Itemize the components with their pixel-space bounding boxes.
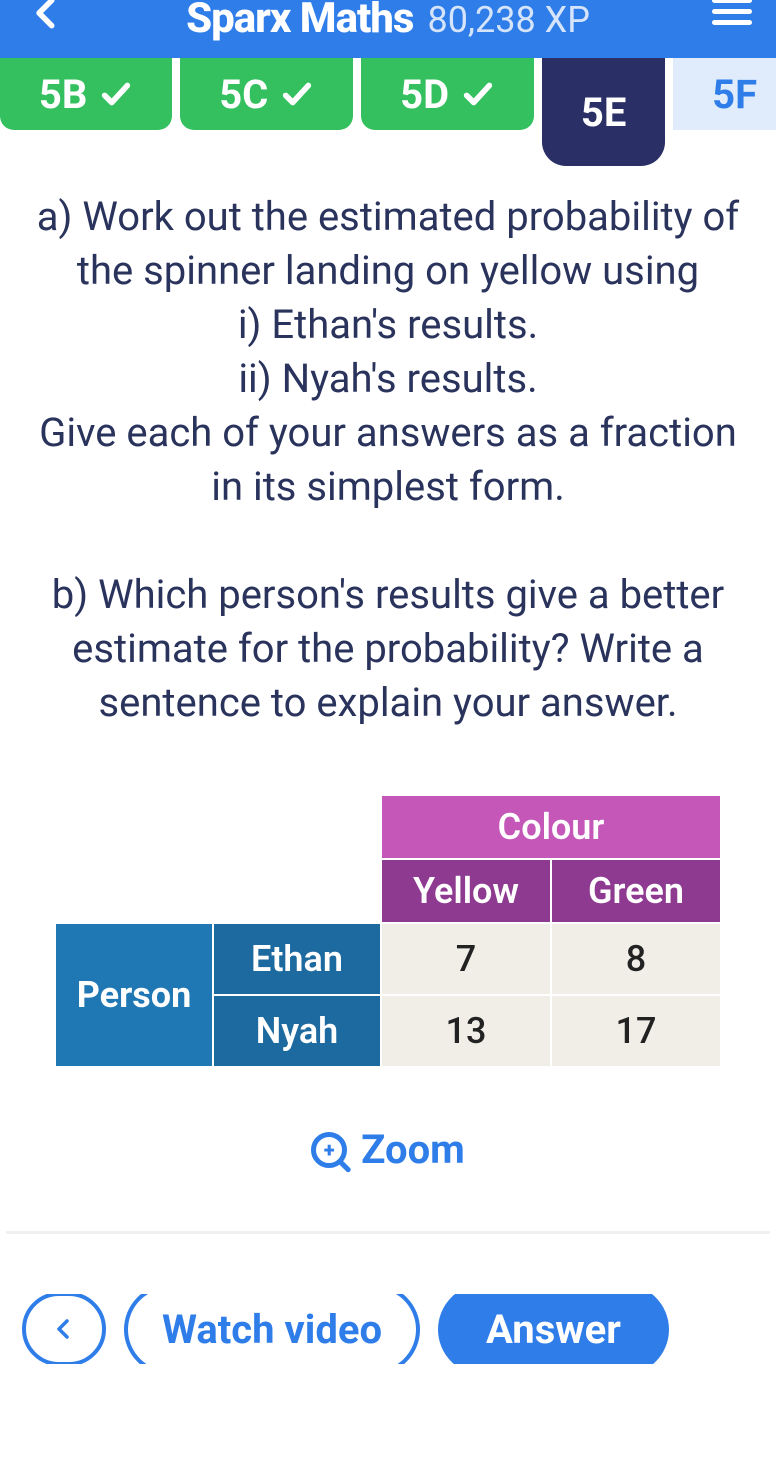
tab-5f[interactable]: 5F: [673, 58, 776, 130]
table-person-header: Person: [55, 923, 213, 1067]
check-icon: [280, 77, 314, 111]
xp-count: 80,238 XP: [427, 0, 589, 41]
tab-5e[interactable]: 5E: [542, 58, 665, 166]
table-col-green: Green: [551, 859, 721, 923]
prev-button[interactable]: [22, 1294, 106, 1364]
tab-5b[interactable]: 5B: [0, 58, 172, 130]
zoom-button[interactable]: + Zoom: [20, 1126, 756, 1173]
footer-actions: Watch video Answer: [0, 1294, 776, 1364]
menu-button[interactable]: [712, 0, 752, 30]
divider: [6, 1231, 770, 1234]
tab-label: 5F: [712, 71, 757, 118]
app-title: Sparx Maths: [186, 0, 413, 43]
tab-label: 5C: [219, 71, 268, 118]
task-tabs: 5B 5C 5D 5E 5F: [0, 58, 776, 130]
app-header: Sparx Maths 80,238 XP: [0, 0, 776, 58]
data-table-wrap: Colour Yellow Green Person Ethan 7 8 Nya…: [20, 794, 756, 1068]
question-content: a) Work out the estimated probability of…: [0, 130, 776, 1173]
table-blank: [55, 859, 381, 923]
table-row-nyah: Nyah: [213, 995, 381, 1067]
answer-button[interactable]: Answer: [438, 1294, 669, 1364]
chevron-left-icon: [52, 1314, 76, 1344]
check-icon: [99, 77, 133, 111]
chevron-left-icon: [28, 0, 66, 32]
hamburger-icon: [712, 0, 752, 26]
check-icon: [461, 77, 495, 111]
tab-label: 5E: [581, 89, 626, 136]
question-a-intro: a) Work out the estimated probability of…: [20, 190, 756, 298]
zoom-label: Zoom: [361, 1126, 465, 1173]
table-col-yellow: Yellow: [381, 859, 551, 923]
question-a-instruction: Give each of your answers as a fraction …: [20, 406, 756, 514]
tab-label: 5D: [400, 71, 449, 118]
results-table: Colour Yellow Green Person Ethan 7 8 Nya…: [54, 794, 722, 1068]
table-value: 7: [381, 923, 551, 995]
table-colour-header: Colour: [381, 795, 721, 859]
table-row-ethan: Ethan: [213, 923, 381, 995]
table-value: 8: [551, 923, 721, 995]
back-button[interactable]: [28, 0, 66, 36]
tab-label: 5B: [39, 71, 87, 118]
watch-video-label: Watch video: [162, 1306, 382, 1353]
watch-video-button[interactable]: Watch video: [124, 1294, 420, 1364]
header-title-group: Sparx Maths 80,238 XP: [20, 0, 756, 43]
table-value: 13: [381, 995, 551, 1067]
question-b: b) Which person's results give a better …: [20, 568, 756, 730]
tab-5d[interactable]: 5D: [361, 58, 534, 130]
question-a-i: i) Ethan's results.: [20, 298, 756, 352]
table-blank: [55, 795, 381, 859]
question-a-ii: ii) Nyah's results.: [20, 352, 756, 406]
answer-label: Answer: [486, 1306, 621, 1353]
tab-5c[interactable]: 5C: [180, 58, 353, 130]
table-value: 17: [551, 995, 721, 1067]
zoom-in-icon: +: [311, 1132, 347, 1168]
